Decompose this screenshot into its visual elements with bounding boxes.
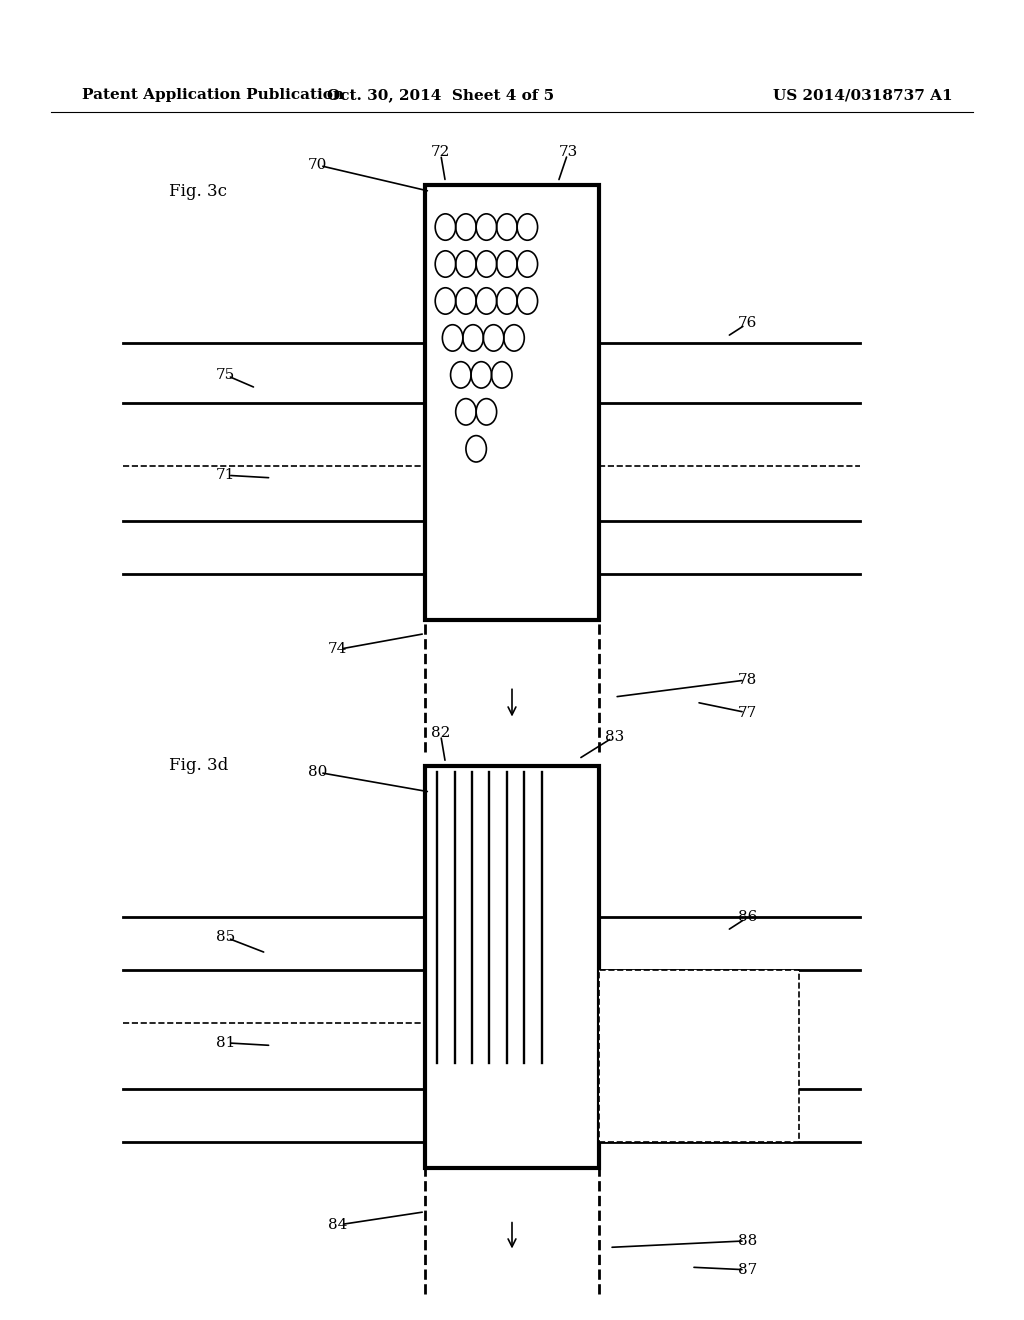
Text: 86: 86 bbox=[738, 911, 757, 924]
Text: 80: 80 bbox=[308, 766, 327, 779]
Text: 81: 81 bbox=[216, 1036, 234, 1049]
Text: 82: 82 bbox=[431, 726, 450, 739]
Text: 78: 78 bbox=[738, 673, 757, 686]
Text: 71: 71 bbox=[216, 469, 234, 482]
Bar bbox=[425, 766, 599, 1168]
Text: 72: 72 bbox=[431, 145, 450, 158]
Bar bbox=[425, 185, 599, 620]
Text: Fig. 3d: Fig. 3d bbox=[169, 758, 228, 774]
Text: Patent Application Publication: Patent Application Publication bbox=[82, 88, 344, 102]
Text: 88: 88 bbox=[738, 1234, 757, 1247]
Bar bbox=[599, 970, 799, 1142]
Text: 85: 85 bbox=[216, 931, 234, 944]
Text: 76: 76 bbox=[738, 317, 757, 330]
Text: 84: 84 bbox=[329, 1218, 347, 1232]
Text: 70: 70 bbox=[308, 158, 327, 172]
Text: 74: 74 bbox=[329, 643, 347, 656]
Text: US 2014/0318737 A1: US 2014/0318737 A1 bbox=[773, 88, 952, 102]
Text: 87: 87 bbox=[738, 1263, 757, 1276]
Text: 75: 75 bbox=[216, 368, 234, 381]
Text: 83: 83 bbox=[605, 730, 624, 743]
Text: 73: 73 bbox=[559, 145, 578, 158]
Text: 77: 77 bbox=[738, 706, 757, 719]
Text: Fig. 3c: Fig. 3c bbox=[169, 183, 227, 199]
Text: Oct. 30, 2014  Sheet 4 of 5: Oct. 30, 2014 Sheet 4 of 5 bbox=[327, 88, 554, 102]
